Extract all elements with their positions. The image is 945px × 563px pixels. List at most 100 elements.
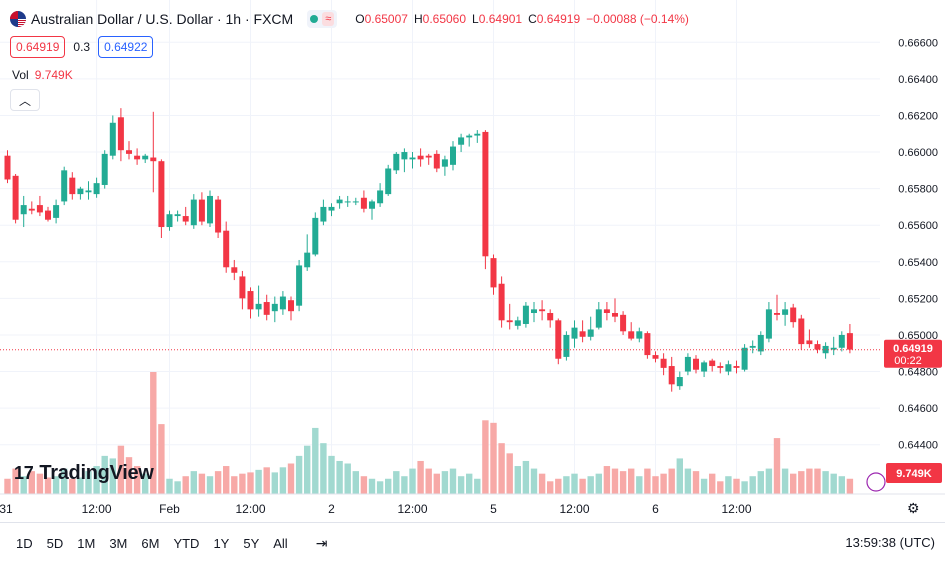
candle-body [288, 300, 294, 312]
volume-legend[interactable]: Vol 9.749K [12, 68, 73, 82]
candle-body [320, 206, 327, 222]
collapse-legend-button[interactable]: ︿ [10, 89, 40, 111]
volume-bar [538, 473, 546, 494]
candle-body [571, 327, 578, 339]
price-tick-label: 0.65600 [898, 220, 938, 232]
current-price-label: 0.64919 [893, 343, 933, 355]
volume-bar [69, 478, 76, 494]
candle-body [757, 334, 764, 352]
candle-body [709, 360, 716, 367]
volume-bar [838, 476, 845, 494]
candle-body [93, 183, 100, 195]
candle-body [741, 347, 748, 370]
range-button-3m[interactable]: 3M [109, 535, 128, 551]
volume-bar [433, 473, 440, 494]
candle-body [620, 314, 627, 332]
range-button-1d[interactable]: 1D [16, 535, 33, 551]
volume-bar [44, 477, 52, 494]
chart-grid [0, 0, 880, 494]
range-button-ytd[interactable]: YTD [173, 535, 200, 551]
aud-usd-flag-icon [10, 11, 26, 27]
candle-body [53, 205, 60, 218]
volume-bar [449, 468, 457, 494]
sell-button[interactable]: 0.64919 [10, 36, 66, 58]
bottom-toolbar: 1D 5D 1M 3M 6M YTD 1Y 5Y All ⇥ 13:59:38 (UTC) [0, 522, 945, 563]
candle-body [765, 309, 772, 339]
candle-body [117, 117, 124, 151]
volume-bar [466, 473, 473, 494]
candle-body [4, 155, 11, 180]
volume-bar [498, 443, 505, 494]
candle-body [725, 364, 732, 372]
volume-bar [692, 471, 700, 494]
date-range-icon[interactable]: ⇥ [315, 534, 328, 551]
volume-bar [279, 467, 287, 494]
volume-bar [223, 466, 230, 494]
candle-body [482, 131, 489, 257]
volume-bar [401, 476, 408, 494]
candle-body [417, 155, 424, 160]
candle-body [158, 161, 165, 228]
candle-body [628, 331, 635, 339]
volume-bar [425, 468, 432, 494]
tradingview-logo[interactable]: 17 TradingView [14, 462, 154, 485]
volume-bar [417, 460, 424, 494]
candle-body [328, 206, 335, 211]
volume-bar [368, 478, 376, 494]
time-tick-label: 12:00 [721, 502, 751, 516]
volume-bar [636, 476, 643, 494]
market-status-badge[interactable]: ≈ [307, 10, 338, 28]
candle-body [846, 333, 853, 350]
candle-body [563, 334, 570, 357]
candle-body [20, 205, 27, 215]
candle-body [61, 170, 68, 202]
candle-body [733, 366, 740, 368]
buy-button[interactable]: 0.64922 [98, 36, 154, 58]
candle-body [215, 199, 222, 233]
range-button-5d[interactable]: 5D [46, 535, 64, 551]
candle-body [466, 135, 473, 138]
candle-body [77, 188, 84, 195]
volume-bar [830, 473, 837, 494]
range-button-1m[interactable]: 1M [77, 535, 96, 551]
volume-bar [457, 476, 465, 494]
utc-clock[interactable]: 13:59:38 (UTC) [845, 535, 935, 550]
range-button-1y[interactable]: 1Y [213, 535, 230, 551]
candle-body [369, 201, 375, 209]
candle-body [450, 146, 456, 165]
current-price-tag [884, 339, 942, 368]
volume-bar [717, 481, 724, 494]
candle-body [433, 153, 440, 169]
range-button-5y[interactable]: 5Y [243, 535, 260, 551]
volume-bar [668, 468, 675, 494]
candle-body [231, 267, 238, 273]
settings-gear-icon[interactable]: ⚙ [907, 500, 920, 516]
price-tick-label: 0.66600 [898, 37, 938, 49]
time-tick-label: 31 [0, 502, 13, 516]
candle-body [336, 199, 343, 204]
symbol-title[interactable]: Australian Dollar / U.S. Dollar · 1h · F… [31, 11, 294, 27]
price-axis: 0.66600 0.66400 0.66200 0.66000 0.65800 0.656… [866, 37, 942, 492]
volume-bar [660, 473, 667, 494]
volume-bar [142, 473, 149, 494]
candle-body [12, 175, 19, 220]
range-button-all[interactable]: All [273, 535, 288, 551]
range-button-6m[interactable]: 6M [141, 535, 160, 551]
candlesticks [4, 108, 853, 392]
data-status-icon: ≈ [322, 12, 335, 26]
candle-body [790, 307, 797, 323]
volume-bar [182, 476, 189, 494]
candle-body [296, 265, 303, 306]
volume-bar [790, 473, 797, 494]
volume-bar [247, 472, 254, 494]
candle-body [474, 133, 481, 136]
volume-bar [555, 478, 562, 494]
volume-bar [684, 468, 692, 494]
candle-body [271, 303, 278, 312]
volume-bar [263, 467, 270, 494]
volume-bar [595, 473, 602, 494]
chart-header: Australian Dollar / U.S. Dollar · 1h · F… [10, 9, 689, 29]
time-tick-label: Feb [159, 502, 180, 516]
volume-bar [12, 468, 19, 494]
